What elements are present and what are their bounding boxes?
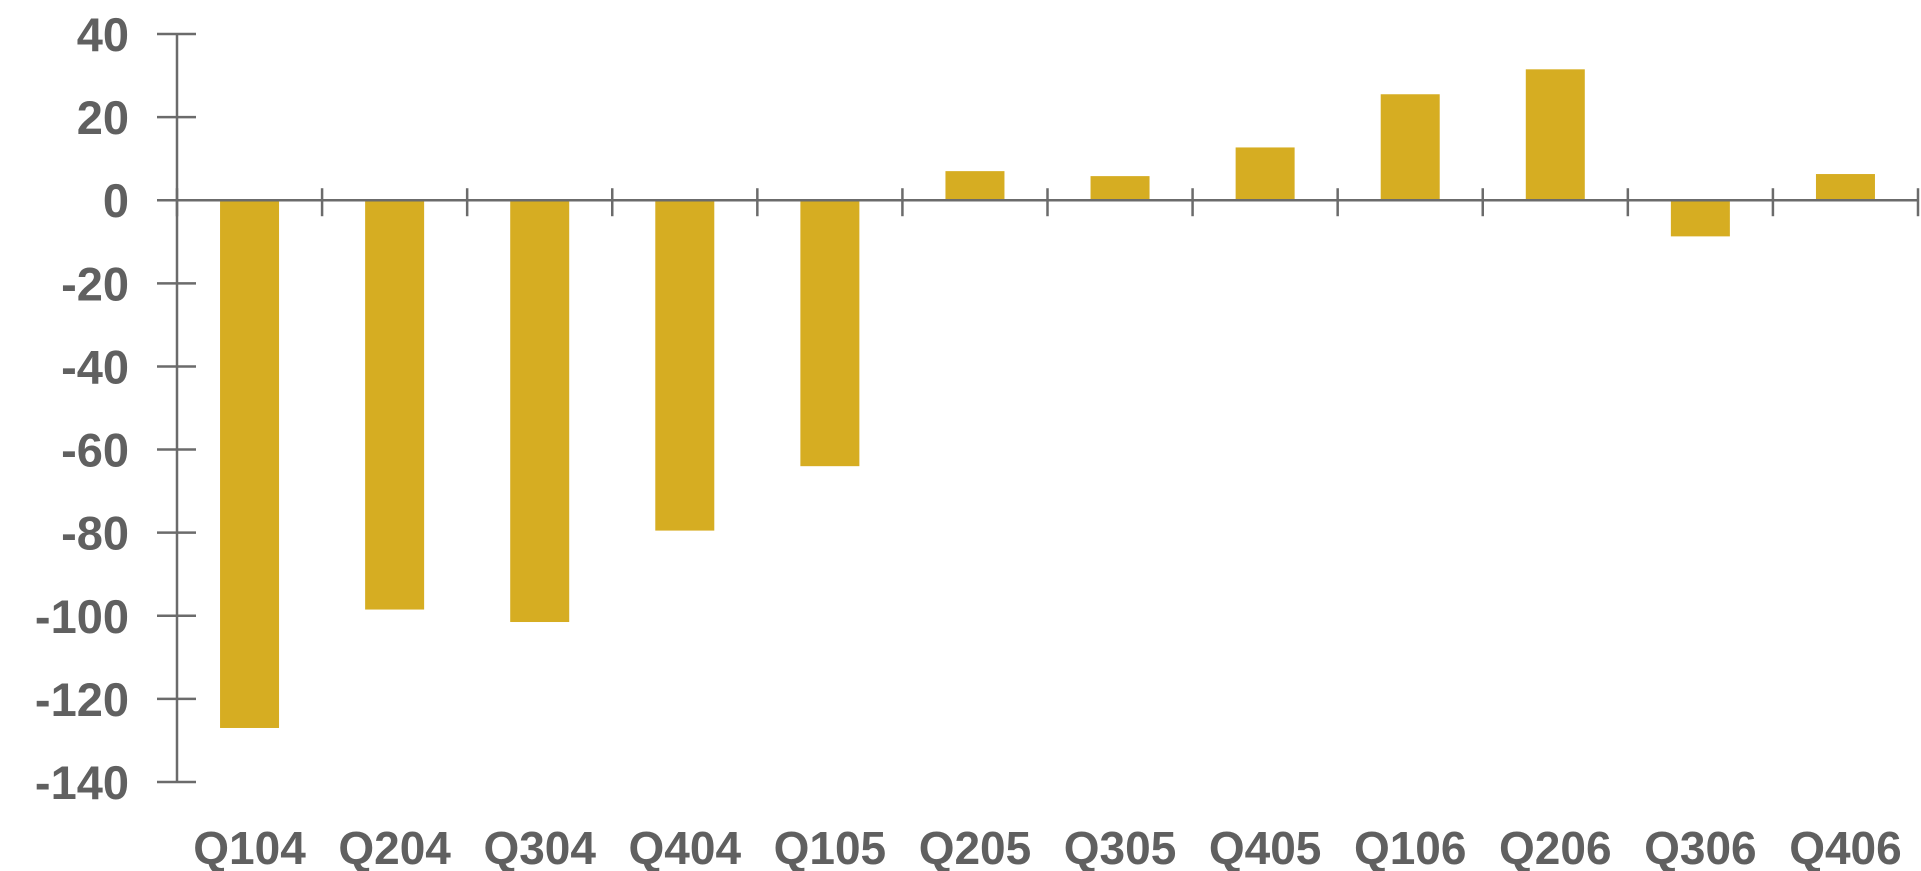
bar-q306	[1670, 200, 1730, 237]
y-tick-label: -120	[35, 673, 129, 726]
y-tick-label: -80	[61, 507, 129, 560]
bars-group	[220, 69, 1875, 728]
bar-q104	[220, 200, 280, 728]
bar-q404	[655, 200, 715, 531]
x-tick-label-q406: Q406	[1789, 822, 1902, 871]
y-tick-label: 0	[103, 174, 129, 227]
x-tick-label-q104: Q104	[193, 822, 306, 871]
x-tick-label-q106: Q106	[1354, 822, 1467, 871]
bar-q206	[1525, 69, 1585, 201]
x-tick-label-q305: Q305	[1064, 822, 1177, 871]
x-tick-label-q405: Q405	[1209, 822, 1322, 871]
x-tick-label-q306: Q306	[1644, 822, 1757, 871]
x-tick-label-q105: Q105	[774, 822, 887, 871]
y-tick-label: 40	[77, 8, 129, 61]
x-tick-label-q204: Q204	[338, 822, 451, 871]
bar-q405	[1235, 147, 1295, 201]
y-tick-label: 20	[77, 91, 129, 144]
x-tick-label-q205: Q205	[919, 822, 1032, 871]
y-tick-label: -100	[35, 590, 129, 643]
x-tick-label-q404: Q404	[629, 822, 742, 871]
bar-q204	[365, 200, 425, 610]
bar-q305	[1090, 176, 1150, 201]
bar-q304	[510, 200, 570, 623]
tick-labels-group: 40 20 0 -20 -40 -60 -80 -100 -120 -140 Q104 Q204 Q30…	[35, 8, 1902, 871]
x-tick-label-q304: Q304	[483, 822, 596, 871]
y-tick-label: -20	[61, 257, 129, 310]
x-tick-label-q206: Q206	[1499, 822, 1612, 871]
y-tick-label: -140	[35, 756, 129, 809]
bar-q105	[800, 200, 860, 467]
y-tick-label: -60	[61, 424, 129, 477]
y-tick-label: -40	[61, 340, 129, 393]
bar-q205	[945, 171, 1005, 201]
axes-group	[157, 32, 1920, 784]
bar-q406	[1815, 174, 1875, 201]
bar-q106	[1380, 94, 1440, 201]
